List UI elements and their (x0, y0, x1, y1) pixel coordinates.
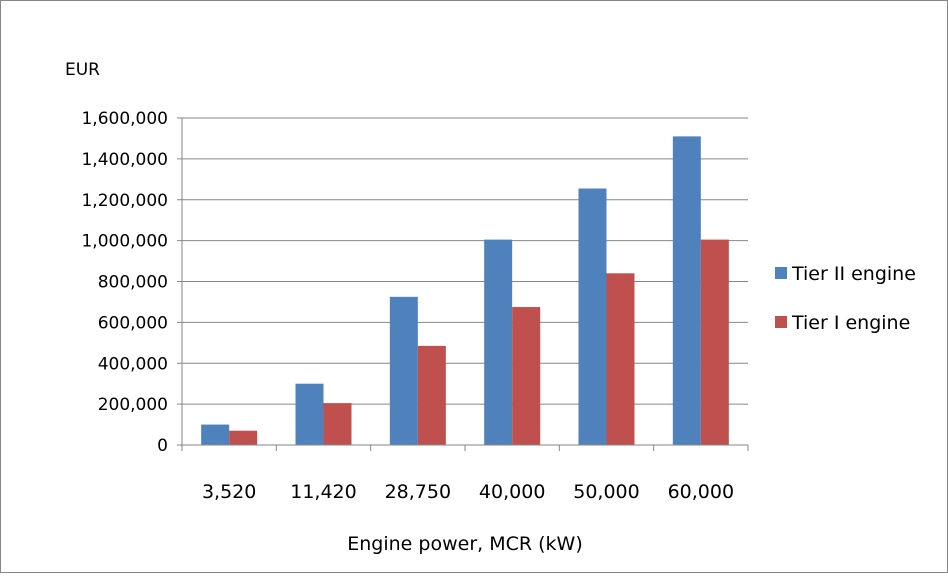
bars (201, 136, 729, 446)
y-tick-label: 200,000 (98, 395, 168, 415)
gridlines (182, 117, 748, 405)
y-axis-label: EUR (65, 60, 100, 80)
x-tick-label: 60,000 (668, 481, 734, 503)
bar-tier-i-5 (700, 239, 729, 445)
y-tick-label: 1,000,000 (81, 232, 168, 252)
bar-tier-ii-1 (295, 383, 324, 445)
y-tick-label: 400,000 (98, 354, 168, 374)
legend: Tier II engine Tier I engine (775, 263, 916, 334)
x-tick-label: 28,750 (385, 481, 451, 503)
x-tick-label: 11,420 (290, 481, 356, 503)
bar-tier-i-1 (323, 403, 352, 445)
legend-swatch (775, 316, 787, 328)
legend-label: Tier I engine (791, 312, 910, 334)
bar-tier-ii-2 (389, 296, 418, 445)
x-tick-labels: 3,520 11,420 28,750 40,000 50,000 60,000 (202, 481, 734, 503)
x-tick-label: 40,000 (479, 481, 545, 503)
y-tick-label: 1,400,000 (81, 150, 168, 170)
bar-tier-ii-3 (484, 239, 513, 445)
x-axis-label: Engine power, MCR (kW) (347, 533, 582, 555)
bar-tier-i-4 (606, 273, 635, 445)
legend-swatch (775, 267, 787, 279)
bar-tier-ii-5 (672, 136, 701, 446)
y-tick-label: 1,600,000 (81, 109, 168, 129)
y-tick-label: 800,000 (98, 273, 168, 293)
x-tick-label: 50,000 (573, 481, 639, 503)
y-tick-label: 0 (157, 436, 168, 456)
bar-tier-i-3 (512, 307, 541, 445)
y-tick-labels: 0 200,000 400,000 600,000 800,000 1,000,000 1,… (81, 109, 168, 456)
y-tick-label: 600,000 (98, 313, 168, 333)
legend-label: Tier II engine (791, 263, 916, 285)
axes (177, 117, 749, 451)
bar-tier-ii-4 (578, 188, 607, 445)
bar-tier-ii-0 (201, 424, 230, 445)
bar-tier-i-2 (417, 345, 446, 445)
x-tick-label: 3,520 (202, 481, 256, 503)
bar-tier-i-0 (229, 430, 258, 445)
y-tick-label: 1,200,000 (81, 191, 168, 211)
